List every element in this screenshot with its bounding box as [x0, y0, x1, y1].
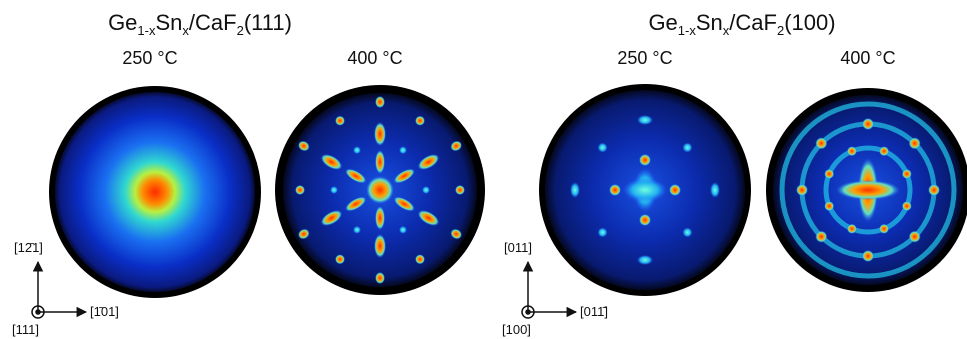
temperature-label: 250 °C: [617, 48, 672, 68]
diffraction-spot: [639, 154, 651, 166]
title-part: 2: [777, 23, 784, 38]
axis-label: [111]: [12, 322, 39, 337]
title-part: (100): [784, 10, 835, 35]
diffraction-spot: [710, 182, 720, 198]
diffraction-spot: [353, 146, 361, 154]
diffraction-spot: [637, 255, 653, 265]
diffraction-spot: [669, 184, 681, 196]
diffraction-spot: [815, 137, 827, 149]
diffraction-spot: [847, 146, 857, 156]
diffraction-spot: [375, 150, 385, 174]
diffraction-spot: [623, 178, 667, 202]
panel-title: Ge1-xSnx/CaF2(100): [648, 10, 835, 38]
diffraction-spot: [399, 146, 407, 154]
temperature-label: 400 °C: [840, 48, 895, 68]
title-part: Ge: [108, 10, 137, 35]
diffraction-spot: [609, 184, 621, 196]
diffraction-spot: [928, 184, 940, 196]
diffraction-spot: [375, 272, 385, 284]
diffraction-spot: [422, 186, 430, 194]
axis-label: [011̄]: [580, 304, 608, 319]
diffraction-spot: [353, 226, 361, 234]
temperature-label: 400 °C: [347, 48, 402, 68]
title-part: (111): [244, 10, 292, 35]
diffraction-spot: [366, 176, 394, 204]
axis-label: [1̄01]: [90, 304, 119, 319]
axis-label: [100]: [502, 322, 531, 337]
title-part: Sn: [696, 10, 723, 35]
diffraction-spot: [847, 224, 857, 234]
title-part: /CaF: [729, 10, 777, 35]
diffraction-spot: [455, 185, 465, 195]
diffraction-spot: [295, 185, 305, 195]
diffraction-spot: [335, 254, 345, 264]
diffraction-spot: [862, 250, 874, 262]
diffraction-spot: [399, 226, 407, 234]
axis-label: [12̄1]: [14, 240, 43, 255]
diffraction-spot: [639, 214, 651, 226]
out-of-plane-symbol: [526, 310, 530, 314]
pole-figure: [55, 92, 255, 292]
diffraction-spot: [637, 115, 653, 125]
diffraction-spot: [824, 201, 834, 211]
diffraction-spot: [862, 118, 874, 130]
out-of-plane-symbol: [36, 310, 40, 314]
diffraction-spot: [374, 234, 386, 258]
diffraction-spot: [415, 116, 425, 126]
diffraction-spot: [682, 227, 692, 237]
diffraction-spot: [909, 137, 921, 149]
title-part: 1-x: [678, 23, 697, 38]
temperature-label: 250 °C: [122, 48, 177, 68]
panel-title: Ge1-xSnx/CaF2(111): [108, 10, 292, 38]
diffraction-spot: [335, 116, 345, 126]
diffraction-spot: [415, 254, 425, 264]
diffraction-spot: [570, 182, 580, 198]
diffraction-spot: [682, 143, 692, 153]
title-part: Sn: [155, 10, 182, 35]
diffraction-spot: [598, 143, 608, 153]
title-part: 2: [237, 23, 244, 38]
diffraction-spot: [375, 96, 385, 108]
diffraction-spot: [879, 224, 889, 234]
diffraction-spot: [902, 169, 912, 179]
diffraction-spot: [836, 180, 900, 200]
diffraction-spot: [374, 122, 386, 146]
title-part: 1-x: [137, 23, 156, 38]
diffraction-spot: [330, 186, 338, 194]
diffraction-spot: [902, 201, 912, 211]
figure: Ge1-xSnx/CaF2(111) 250 °C 400 °C [12̄1] [1̄0…: [0, 0, 967, 339]
pole-figures: [49, 84, 967, 298]
diffraction-spot: [796, 184, 808, 196]
title-part: /CaF: [189, 10, 237, 35]
diffraction-spot: [909, 231, 921, 243]
diffraction-spot: [375, 206, 385, 230]
diffraction-spot: [824, 169, 834, 179]
axis-label: [011]: [504, 240, 532, 255]
diffraction-spot: [598, 227, 608, 237]
diffraction-spot: [815, 231, 827, 243]
title-part: Ge: [648, 10, 677, 35]
diffraction-spot: [879, 146, 889, 156]
